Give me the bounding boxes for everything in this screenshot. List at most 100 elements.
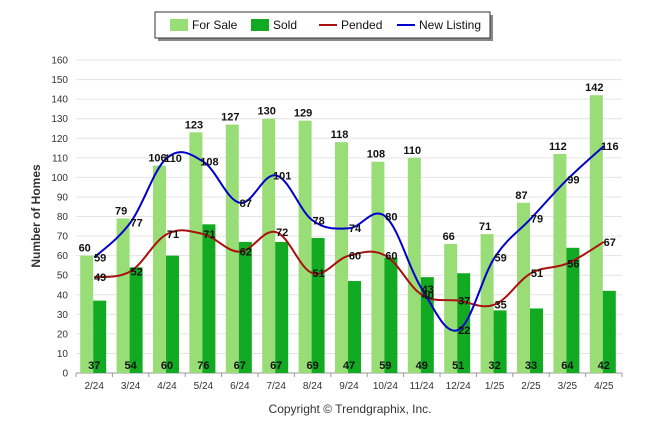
sold-bar [166,255,179,373]
legend-label: For Sale [192,18,238,32]
for-sale-value-label: 106 [148,153,166,165]
sold-bar [129,267,143,373]
y-tick-label: 100 [51,173,68,184]
y-tick-label: 120 [51,134,68,145]
for-sale-value-label: 118 [331,129,349,141]
pended-value-label: 67 [604,237,616,249]
for-sale-bar [153,165,166,373]
y-tick-label: 10 [57,349,69,360]
for-sale-value-label: 108 [367,149,385,161]
sold-bar [238,241,252,373]
new-listing-value-label: 77 [130,217,142,229]
sold-value-label: 33 [525,360,537,372]
pended-value-label: 51 [531,268,543,280]
y-tick-label: 140 [51,95,68,106]
sold-value-label: 67 [234,360,246,372]
x-tick-label: 4/25 [594,381,614,392]
x-tick-label: 7/24 [266,381,286,392]
sold-value-label: 47 [343,360,355,372]
y-tick-label: 130 [51,114,68,125]
pended-value-label: 71 [167,229,179,241]
for-sale-bar [80,255,94,373]
series-lines [93,145,605,332]
x-tick-label: 2/24 [84,381,104,392]
pended-value-label: 35 [494,300,506,312]
for-sale-value-label: 142 [585,82,603,94]
sold-value-label: 51 [452,360,464,372]
y-tick-label: 40 [57,290,69,301]
y-tick-label: 160 [51,56,68,67]
sold-value-label: 54 [124,360,137,372]
for-sale-value-label: 123 [185,119,203,131]
new-listing-value-label: 59 [494,253,506,265]
new-listing-value-label: 110 [164,153,182,165]
legend-label: New Listing [419,18,481,32]
legend-label: Pended [341,18,382,32]
y-tick-label: 150 [51,75,68,86]
x-tick-label: 4/24 [157,381,177,392]
x-tick-label: 9/24 [339,381,359,392]
sold-bar [384,257,398,373]
sold-value-label: 49 [416,360,428,372]
new-listing-value-label: 116 [601,141,619,153]
for-sale-value-label: 130 [258,106,276,118]
y-tick-label: 20 [57,329,69,340]
for-sale-bar [335,142,348,373]
y-tick-label: 30 [57,310,69,321]
pended-value-label: 49 [94,272,106,284]
new-listing-value-label: 80 [385,212,397,224]
y-tick-label: 50 [57,271,69,282]
for-sale-value-label: 66 [443,231,455,243]
new-listing-value-label: 99 [567,174,579,186]
sold-bar [493,310,507,373]
x-tick-label: 10/24 [373,381,398,392]
y-tick-label: 70 [57,232,69,243]
sold-bar [348,281,361,373]
sold-value-label: 37 [88,360,100,372]
for-sale-bar [225,124,239,374]
for-sale-bar [553,153,567,373]
legend-swatch [251,19,269,31]
for-sale-value-label: 110 [403,145,421,157]
y-axis-title: Number of Homes [29,164,43,268]
pended-line [94,229,605,308]
new-listing-value-label: 79 [531,213,543,225]
for-sale-value-label: 71 [479,221,491,233]
new-listing-value-label: 22 [458,325,470,337]
sold-value-label: 59 [379,360,391,372]
for-sale-bar [371,161,385,373]
new-listing-value-label: 78 [312,215,324,227]
pended-value-label: 60 [349,251,361,263]
x-tick-label: 11/24 [410,381,435,392]
sold-bar [530,308,543,373]
pended-value-label: 37 [458,296,470,308]
sold-value-label: 64 [561,360,574,372]
sold-value-label: 69 [306,360,318,372]
sold-bar [93,300,107,373]
x-tick-label: 5/24 [194,381,214,392]
for-sale-bar [444,243,458,373]
for-sale-value-label: 129 [294,108,312,120]
for-sale-value-label: 87 [515,190,527,202]
pended-value-label: 71 [203,229,215,241]
sold-bar [457,273,471,373]
sold-value-label: 32 [488,360,500,372]
sold-bar [202,224,216,373]
x-tick-label: 8/24 [303,381,323,392]
sold-value-label: 67 [270,360,282,372]
pended-value-label: 51 [312,268,324,280]
copyright-credit: Copyright © Trendgraphix, Inc. [269,402,432,416]
pended-value-label: 56 [567,258,579,270]
for-sale-bar [189,132,203,373]
new-listing-value-label: 108 [200,157,218,169]
legend-label: Sold [273,18,297,32]
for-sale-bar [589,95,603,374]
pended-value-label: 62 [240,247,252,259]
legend-swatch [170,19,188,31]
for-sale-value-label: 112 [549,141,567,153]
sold-bar [311,238,325,373]
sold-bar [420,277,434,373]
for-sale-bar [407,157,421,373]
for-sale-bar [262,118,276,373]
